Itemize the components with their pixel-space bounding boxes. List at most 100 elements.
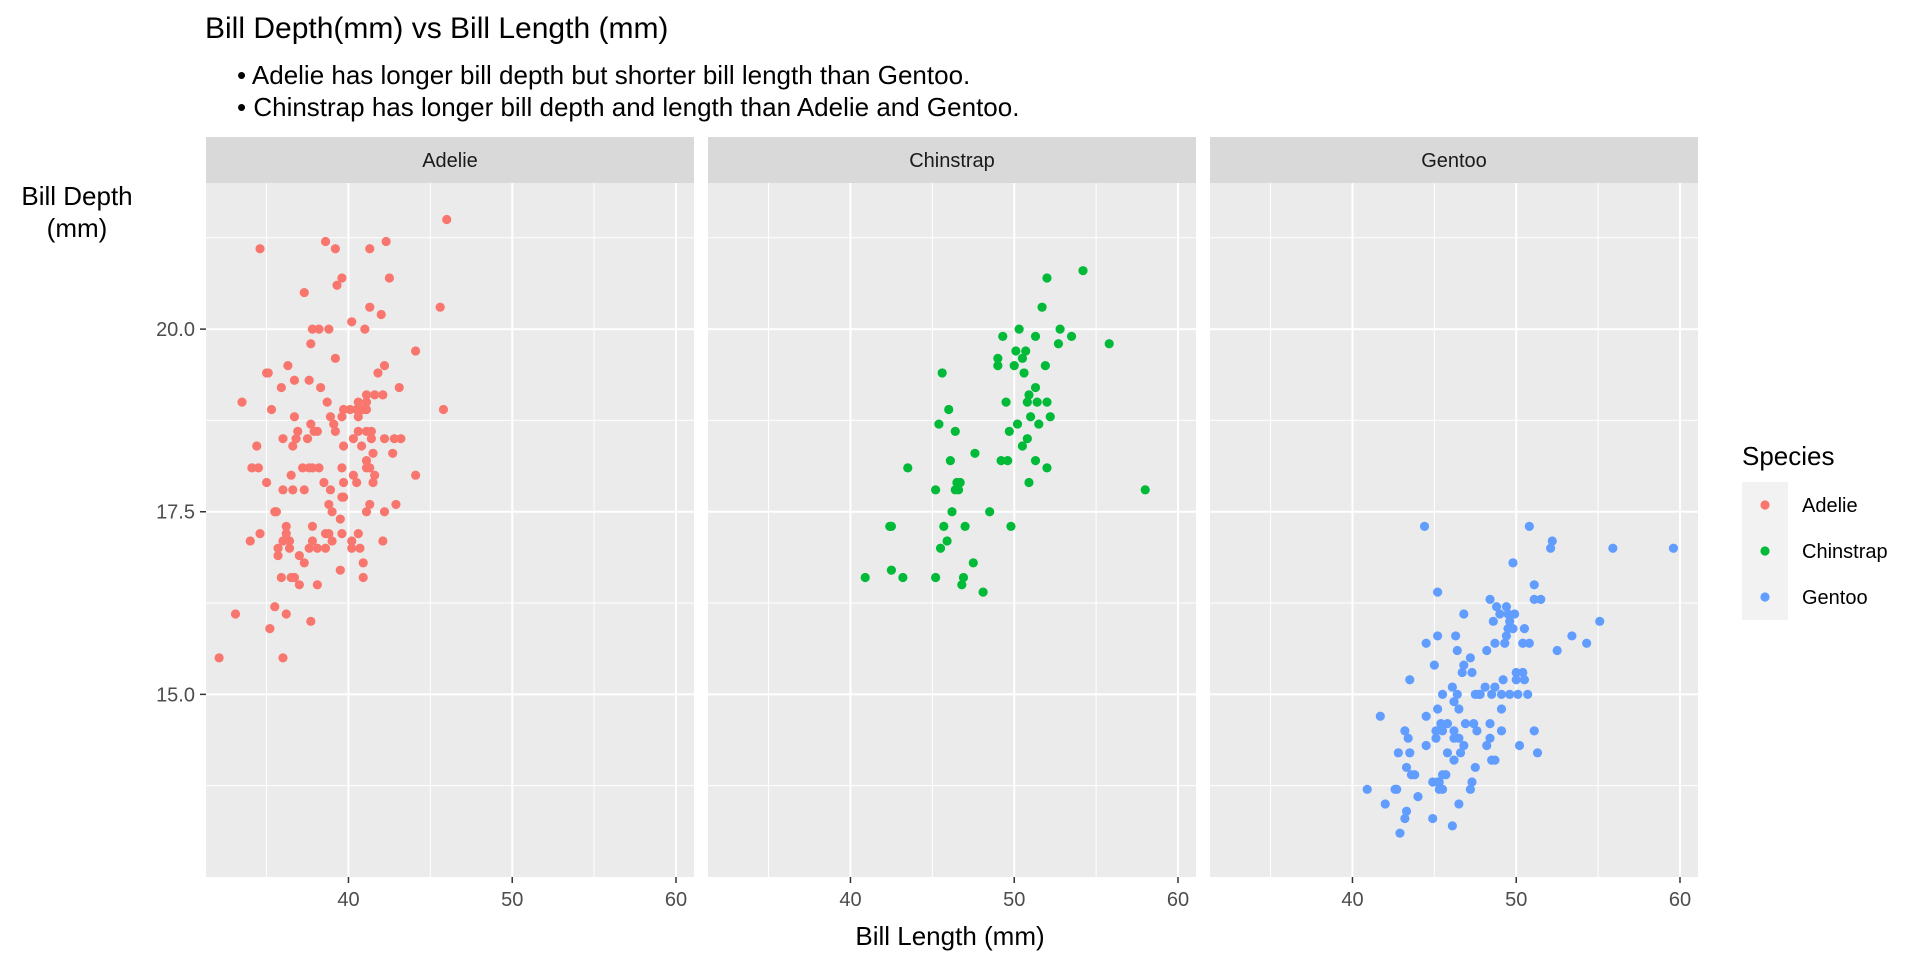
data-point-gentoo — [1433, 587, 1443, 597]
data-point-adelie — [348, 434, 358, 444]
data-point-chinstrap — [944, 404, 954, 415]
data-point-adelie — [270, 602, 280, 612]
data-point-adelie — [276, 572, 286, 583]
data-point-chinstrap — [970, 448, 980, 458]
data-point-gentoo — [1442, 748, 1453, 758]
data-point-gentoo — [1441, 770, 1451, 780]
x-axis-title: Bill Length (mm) — [855, 921, 1044, 951]
data-point-adelie — [442, 214, 452, 225]
data-point-adelie — [347, 317, 357, 327]
data-point-adelie — [327, 536, 337, 546]
data-point-gentoo — [1467, 667, 1477, 678]
data-point-gentoo — [1529, 580, 1539, 590]
data-point-gentoo — [1524, 521, 1534, 531]
data-point-adelie — [288, 485, 298, 495]
facet-panel-adelie: Adelie 40 50 60 15.0 17.5 20.0 — [156, 137, 694, 911]
data-point-adelie — [322, 397, 332, 407]
data-point-adelie — [278, 653, 288, 663]
data-point-adelie — [337, 273, 347, 283]
data-point-adelie — [325, 412, 336, 422]
legend-entries: Adelie Chinstrap Gentoo — [1760, 495, 1888, 609]
data-point-chinstrap — [1042, 463, 1052, 473]
data-point-adelie — [299, 287, 309, 298]
data-point-adelie — [330, 426, 340, 436]
data-point-chinstrap — [1006, 521, 1016, 531]
data-point-gentoo — [1529, 726, 1539, 736]
data-point-gentoo — [1419, 521, 1430, 531]
facet-strip-adelie — [206, 137, 694, 183]
data-point-gentoo — [1475, 689, 1485, 699]
data-point-gentoo — [1454, 733, 1464, 743]
facet-strip-label-chinstrap: Chinstrap — [909, 150, 995, 172]
data-point-adelie — [329, 419, 339, 429]
data-point-chinstrap — [937, 368, 947, 378]
data-point-adelie — [286, 470, 296, 480]
data-point-adelie — [353, 412, 363, 422]
y-tick-label: 17.5 — [156, 502, 195, 524]
data-point-gentoo — [1362, 784, 1372, 794]
data-point-gentoo — [1513, 689, 1523, 699]
data-point-chinstrap — [1012, 419, 1023, 429]
data-point-chinstrap — [1078, 266, 1088, 276]
data-point-chinstrap — [1140, 485, 1150, 495]
data-point-adelie — [324, 324, 334, 334]
data-point-adelie — [361, 390, 372, 400]
data-point-gentoo — [1459, 660, 1469, 670]
data-point-chinstrap — [1001, 397, 1011, 407]
data-point-gentoo — [1447, 682, 1457, 692]
data-point-adelie — [337, 463, 347, 473]
data-point-adelie — [356, 441, 367, 451]
data-point-gentoo — [1485, 733, 1495, 743]
data-point-gentoo — [1498, 675, 1508, 685]
data-point-adelie — [302, 434, 313, 444]
y-tick-label: 15.0 — [156, 684, 195, 706]
x-tick-label: 50 — [1505, 889, 1527, 911]
data-point-chinstrap — [993, 361, 1003, 371]
data-point-adelie — [348, 470, 358, 480]
data-point-chinstrap — [931, 485, 941, 495]
data-point-adelie — [306, 419, 316, 429]
data-point-gentoo — [1454, 799, 1464, 809]
data-point-gentoo — [1668, 543, 1679, 553]
data-point-adelie — [370, 470, 380, 480]
data-point-gentoo — [1480, 682, 1490, 692]
data-point-chinstrap — [1030, 331, 1041, 342]
data-point-adelie — [378, 390, 388, 400]
data-point-gentoo — [1421, 740, 1431, 751]
data-point-gentoo — [1519, 675, 1530, 685]
data-point-chinstrap — [1034, 419, 1044, 429]
data-point-gentoo — [1431, 726, 1441, 736]
y-axis-title-line-2: (mm) — [47, 213, 108, 243]
data-point-adelie — [353, 529, 363, 539]
facet-strip-chinstrap — [708, 137, 1196, 183]
data-point-adelie — [304, 375, 314, 385]
data-point-adelie — [237, 397, 247, 407]
data-point-chinstrap — [1009, 361, 1019, 371]
data-point-adelie — [347, 543, 357, 553]
data-point-gentoo — [1490, 638, 1500, 648]
data-point-gentoo — [1467, 777, 1477, 787]
data-point-gentoo — [1519, 624, 1530, 634]
data-point-chinstrap — [993, 353, 1003, 363]
data-point-adelie — [335, 514, 345, 524]
data-point-adelie — [312, 543, 322, 553]
data-point-gentoo — [1472, 726, 1482, 736]
data-point-adelie — [332, 280, 342, 290]
data-point-gentoo — [1470, 762, 1480, 773]
data-point-adelie — [361, 404, 372, 415]
data-point-adelie — [381, 236, 391, 247]
data-point-adelie — [353, 426, 363, 436]
data-point-adelie — [288, 441, 298, 451]
data-point-gentoo — [1447, 821, 1457, 831]
data-point-adelie — [314, 463, 324, 473]
data-point-chinstrap — [1055, 324, 1065, 334]
data-point-adelie — [245, 536, 255, 546]
data-point-gentoo — [1482, 740, 1492, 751]
data-point-adelie — [281, 609, 291, 619]
data-point-gentoo — [1518, 638, 1528, 648]
data-point-chinstrap — [1040, 361, 1050, 371]
data-point-adelie — [391, 499, 401, 510]
data-point-adelie — [306, 339, 316, 349]
legend-label-gentoo: Gentoo — [1802, 587, 1868, 609]
data-point-gentoo — [1375, 711, 1385, 721]
